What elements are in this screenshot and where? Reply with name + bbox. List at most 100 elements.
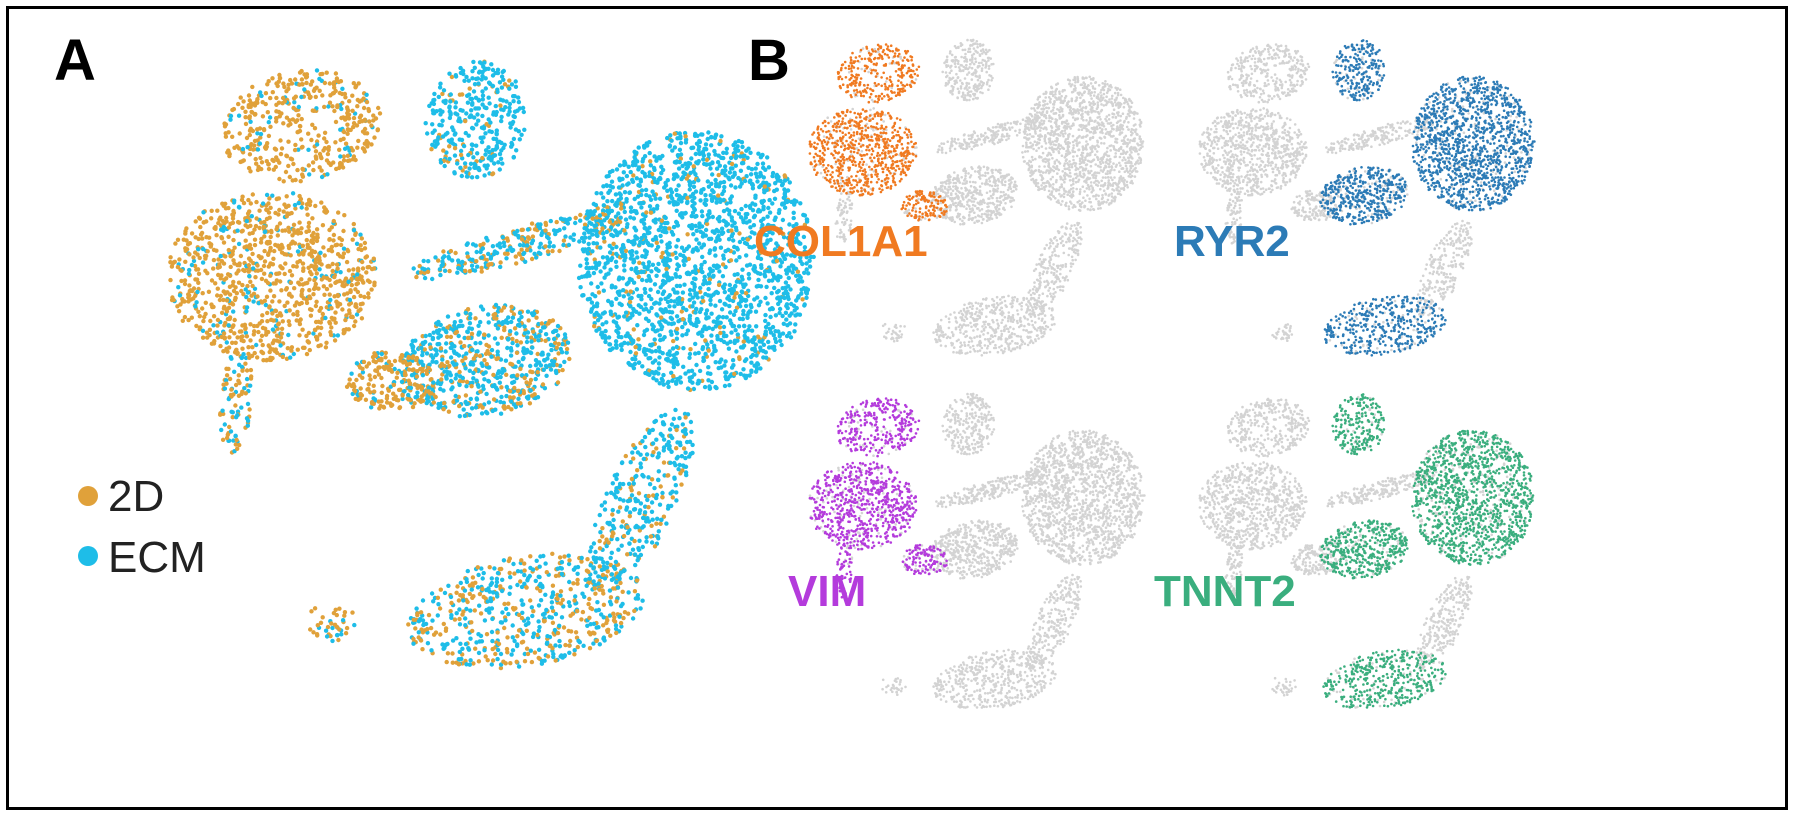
umap-point <box>178 302 183 307</box>
umap-point <box>464 384 469 389</box>
umap-point <box>376 105 381 111</box>
umap-point <box>362 149 367 154</box>
umap-point <box>359 236 364 241</box>
umap-point <box>715 160 721 165</box>
umap-point <box>601 288 606 293</box>
umap-point <box>351 323 357 329</box>
umap-point <box>535 370 540 375</box>
umap-point <box>291 161 296 167</box>
umap-point <box>700 132 705 137</box>
umap-point <box>440 357 445 362</box>
umap-point <box>674 351 679 356</box>
umap-point <box>601 235 607 241</box>
umap-point <box>223 131 228 136</box>
umap-point <box>454 398 460 403</box>
umap-point <box>726 175 731 180</box>
umap-point <box>503 358 509 363</box>
umap-point <box>313 319 319 325</box>
umap-point <box>782 173 787 178</box>
umap-point <box>258 338 263 343</box>
umap-point <box>453 330 458 336</box>
umap-point <box>224 298 230 303</box>
umap-point <box>703 351 708 357</box>
umap-point <box>719 155 724 160</box>
umap-point <box>707 248 713 253</box>
umap-point <box>254 342 259 348</box>
umap-point <box>634 250 639 255</box>
umap-point <box>589 307 594 312</box>
umap-point <box>733 308 738 314</box>
umap-point <box>258 267 264 273</box>
umap-point <box>549 347 554 353</box>
umap-point <box>701 157 706 162</box>
umap-point <box>249 293 254 298</box>
umap-point <box>483 86 488 91</box>
umap-point <box>435 322 440 327</box>
umap-point <box>658 297 663 302</box>
umap-point <box>660 291 665 297</box>
umap-point <box>267 115 273 120</box>
umap-point <box>798 201 803 206</box>
umap-point <box>234 437 239 443</box>
umap-point <box>294 318 299 323</box>
umap-point <box>663 280 668 285</box>
umap-point <box>184 238 189 243</box>
umap-point <box>324 340 329 345</box>
umap-point <box>687 287 693 293</box>
umap-point <box>284 115 290 120</box>
umap-point <box>693 341 698 347</box>
umap-point <box>362 240 368 246</box>
umap-point <box>620 183 625 188</box>
umap-point <box>423 121 428 126</box>
umap-point <box>491 372 496 378</box>
umap-point <box>777 306 783 312</box>
umap-point <box>633 162 638 168</box>
umap-point <box>458 65 463 71</box>
umap-point <box>768 314 773 320</box>
umap-point <box>514 331 519 336</box>
umap-point <box>773 336 778 341</box>
umap-point <box>322 136 327 141</box>
umap-point <box>369 401 375 406</box>
umap-point <box>486 379 492 384</box>
umap-point <box>290 191 296 196</box>
umap-point <box>240 105 245 111</box>
umap-point <box>722 184 727 190</box>
umap-point <box>608 267 613 272</box>
umap-point <box>624 224 630 230</box>
umap-point <box>735 332 740 337</box>
umap-point <box>260 325 266 331</box>
umap-point <box>756 283 761 289</box>
umap-point <box>514 261 519 266</box>
umap-point <box>299 94 304 100</box>
umap-point <box>705 342 710 347</box>
umap-point <box>689 375 694 380</box>
umap-point <box>361 359 367 365</box>
umap-point <box>533 376 538 382</box>
umap-point <box>346 327 351 332</box>
umap-point <box>635 236 640 241</box>
umap-point <box>257 141 263 146</box>
umap-point <box>458 148 464 154</box>
umap-point <box>555 380 561 385</box>
umap-point <box>246 93 252 98</box>
umap-point <box>666 321 671 326</box>
umap-point <box>571 237 576 243</box>
umap-point <box>698 190 704 195</box>
umap-point <box>339 115 344 121</box>
umap-point <box>529 335 534 340</box>
umap-point <box>728 258 734 263</box>
umap-point <box>447 363 452 369</box>
umap-point <box>716 233 721 239</box>
umap-point <box>785 291 790 296</box>
umap-point <box>694 362 699 368</box>
umap-point <box>502 320 508 325</box>
umap-point <box>468 396 473 402</box>
umap-point <box>433 347 438 352</box>
umap-point <box>296 280 301 285</box>
umap-point <box>692 282 697 287</box>
umap-point <box>329 306 334 311</box>
umap-point <box>235 446 240 451</box>
umap-point <box>220 437 226 442</box>
umap-point <box>270 356 275 361</box>
